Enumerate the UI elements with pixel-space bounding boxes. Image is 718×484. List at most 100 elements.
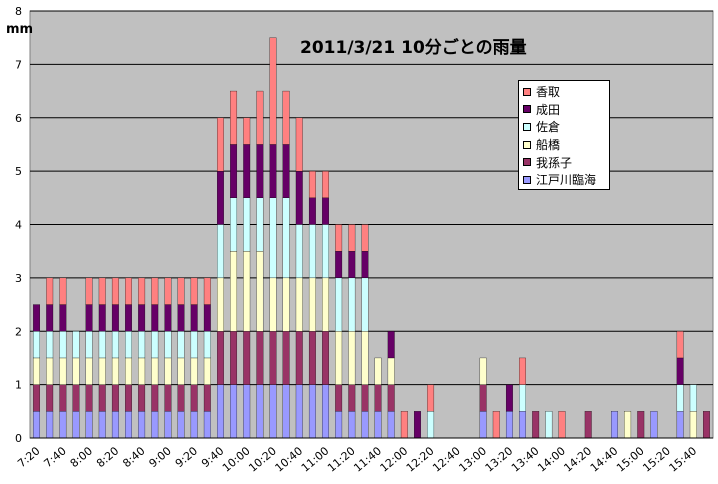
bar-segment: [98, 331, 106, 359]
bar-segment: [348, 251, 356, 279]
bar-segment: [414, 411, 421, 439]
bar-segment: [125, 277, 132, 305]
bar-segment: [138, 304, 146, 332]
bar-segment: [269, 197, 277, 279]
bar-segment: [269, 384, 277, 439]
bar-segment: [611, 411, 618, 439]
bar-segment: [59, 384, 67, 412]
bar-segment: [190, 411, 198, 439]
x-tick-label: 7:40: [41, 444, 68, 470]
x-tick-label: 8:20: [94, 444, 121, 470]
bar-segment: [479, 384, 487, 412]
bar-segment: [177, 384, 185, 412]
bar-segment: [282, 277, 290, 332]
bar-segment: [46, 304, 54, 332]
bar-segment: [230, 197, 238, 252]
bar-segment: [650, 411, 658, 439]
legend-item-edogawa-rinkai: 江戸川臨海: [523, 171, 609, 189]
x-tick-label: 10:00: [220, 444, 253, 474]
bar-segment: [46, 277, 54, 305]
bar-segment: [98, 304, 106, 332]
x-tick-label: 15:40: [667, 444, 700, 474]
bar-segment: [387, 411, 395, 439]
bar-segment: [505, 411, 513, 439]
bar-segment: [361, 277, 369, 332]
x-tick-label: 13:20: [483, 444, 516, 474]
legend: 香取 成田 佐倉 船橋 我孫子 江戸川臨海: [518, 80, 610, 190]
bar-segment: [217, 331, 224, 385]
bar-segment: [624, 411, 632, 439]
bar-segment: [111, 384, 119, 412]
y-tick-label: 5: [15, 165, 22, 178]
bar-segment: [269, 144, 277, 198]
x-tick-label: 12:40: [430, 444, 463, 474]
y-axis-label: mm: [6, 22, 34, 37]
bar-segment: [295, 384, 303, 439]
bar-segment: [164, 357, 172, 385]
bar-segment: [190, 331, 198, 359]
bar-segment: [322, 277, 329, 332]
bar-segment: [322, 384, 329, 439]
bar-segment: [230, 384, 238, 439]
bar-segment: [361, 224, 369, 252]
bar-segment: [164, 411, 172, 439]
bar-segment: [584, 411, 592, 439]
legend-label: 成田: [536, 102, 561, 117]
x-tick-label: 14:40: [588, 444, 621, 474]
legend-swatch: [523, 105, 531, 114]
x-tick-label: 11:20: [325, 444, 358, 474]
x-tick-label: 10:40: [273, 444, 306, 474]
x-tick-label: 9:20: [173, 444, 200, 470]
bar-segment: [335, 331, 343, 385]
bar-segment: [256, 384, 264, 439]
y-tick-label: 3: [15, 272, 22, 285]
bar-segment: [348, 384, 356, 412]
x-tick-label: 8:40: [120, 444, 147, 470]
bar-segment: [322, 197, 329, 225]
bar-segment: [98, 357, 106, 385]
bar-segment: [177, 357, 185, 385]
bar-segment: [33, 357, 41, 385]
bar-segment: [85, 277, 93, 305]
legend-swatch: [523, 175, 531, 184]
bar-segment: [387, 357, 395, 385]
bar-segment: [217, 277, 224, 332]
bar-segment: [519, 357, 526, 385]
bar-segment: [177, 277, 185, 305]
bar-segment: [269, 331, 277, 385]
bar-segment: [519, 411, 526, 439]
legend-item-narita: 成田: [523, 101, 609, 119]
bar-segment: [85, 357, 93, 385]
x-tick-label: 12:00: [378, 444, 411, 474]
bar-segment: [111, 357, 119, 385]
bar-segment: [256, 251, 264, 332]
y-tick-label: 4: [15, 219, 22, 232]
bar-segment: [98, 277, 106, 305]
bar-segment: [46, 384, 54, 412]
bar-segment: [361, 251, 369, 279]
bar-segment: [308, 277, 316, 332]
bar-segment: [217, 170, 224, 225]
bar-segment: [243, 384, 251, 439]
bar-segment: [33, 304, 41, 332]
bar-segment: [243, 117, 251, 145]
bar-segment: [308, 384, 316, 439]
bar-segment: [98, 384, 106, 412]
legend-swatch: [523, 158, 531, 167]
x-tick-label: 13:00: [456, 444, 489, 474]
bar-segment: [545, 411, 553, 439]
bar-segment: [203, 304, 211, 332]
x-tick-label: 11:40: [351, 444, 384, 474]
bar-segment: [295, 277, 303, 332]
bar-segment: [256, 197, 264, 252]
bar-segment: [72, 357, 80, 385]
bar-segment: [361, 384, 369, 412]
bar-segment: [151, 384, 159, 412]
legend-label: 江戸川臨海: [536, 173, 597, 188]
bar-segment: [282, 197, 290, 279]
bar-segment: [637, 411, 645, 439]
legend-item-funabashi: 船橋: [523, 136, 609, 154]
y-tick-label: 8: [15, 5, 22, 18]
bar-segment: [427, 411, 435, 439]
